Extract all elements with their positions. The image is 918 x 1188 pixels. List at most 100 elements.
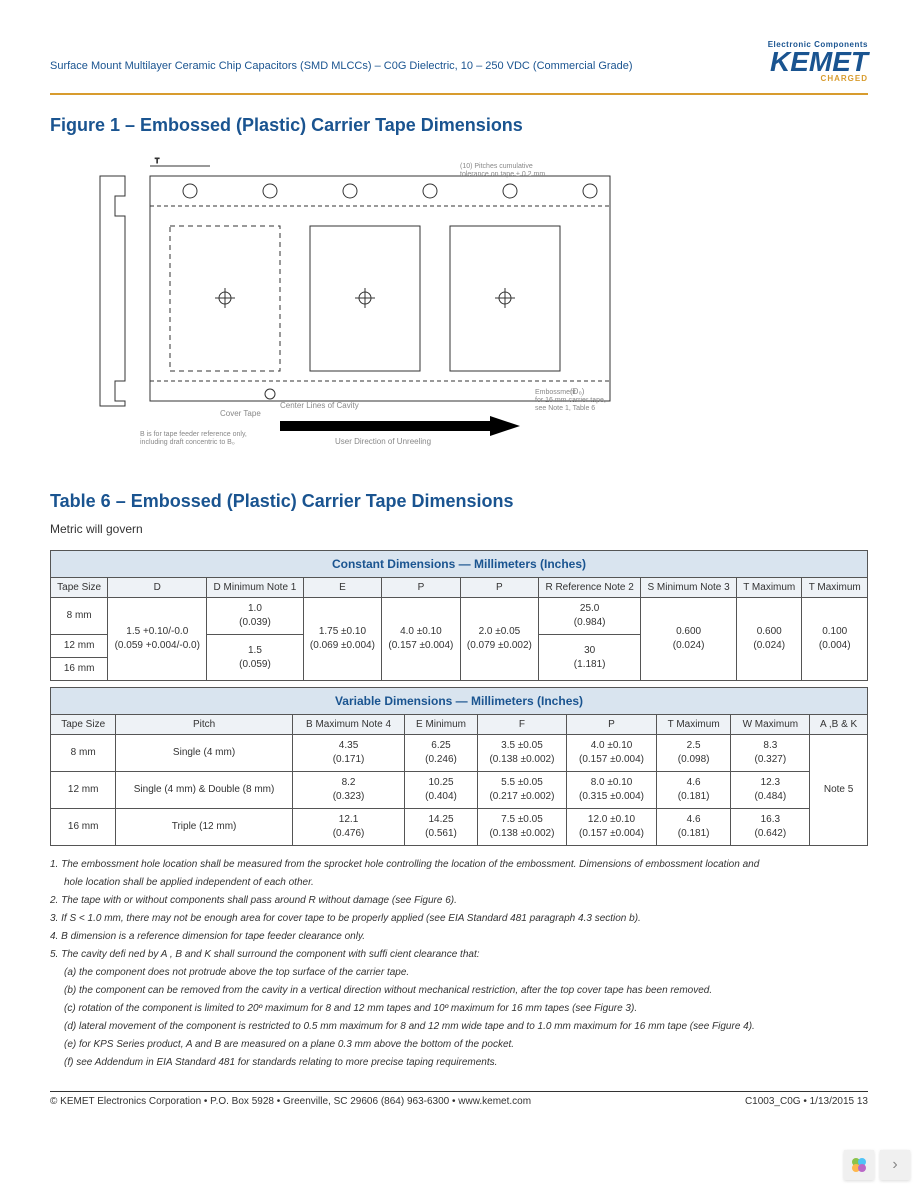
figure1-title: Figure 1 – Embossed (Plastic) Carrier Ta… — [50, 115, 868, 136]
col-head: D Minimum Note 1 — [207, 578, 303, 598]
svg-text:Cover Tape: Cover Tape — [220, 409, 261, 418]
cell: 0.600 (0.024) — [737, 598, 802, 681]
col-head: A ,B & K — [810, 715, 868, 735]
table-row: 16 mmTriple (12 mm)12.1 (0.476)14.25 (0.… — [51, 809, 868, 846]
svg-text:see Note 1, Table 6: see Note 1, Table 6 — [535, 405, 595, 412]
footnote-line: 1. The embossment hole location shall be… — [50, 856, 868, 873]
cell: 6.25 (0.246) — [405, 735, 477, 772]
page-header: Surface Mount Multilayer Ceramic Chip Ca… — [50, 40, 868, 83]
svg-text:including draft concentric to: including draft concentric to B₀ — [140, 439, 235, 446]
col-head: P — [382, 578, 460, 598]
cell: Single (4 mm) — [116, 735, 292, 772]
col-head: P — [567, 715, 657, 735]
col-head: P — [460, 578, 538, 598]
cell: 1.5 (0.059) — [207, 635, 303, 681]
svg-text:(D₀): (D₀) — [570, 387, 585, 396]
cell: 16.3 (0.642) — [731, 809, 810, 846]
cell: 3.5 ±0.05 (0.138 ±0.002) — [477, 735, 567, 772]
cell: 2.5 (0.098) — [656, 735, 731, 772]
cell: 8 mm — [51, 735, 116, 772]
doc-title: Surface Mount Multilayer Ceramic Chip Ca… — [50, 40, 633, 72]
footnotes: 1. The embossment hole location shall be… — [50, 856, 868, 1071]
cell: 25.0 (0.984) — [539, 598, 641, 635]
col-head: Pitch — [116, 715, 292, 735]
col-head: Tape Size — [51, 578, 108, 598]
cell: 16 mm — [51, 658, 108, 681]
cell: 12 mm — [51, 635, 108, 658]
footnote-line: (d) lateral movement of the component is… — [50, 1018, 868, 1035]
footnote-line: (c) rotation of the component is limited… — [50, 1000, 868, 1017]
cell: 4.6 (0.181) — [656, 772, 731, 809]
cell: 0.600 (0.024) — [641, 598, 737, 681]
cell: 1.0 (0.039) — [207, 598, 303, 635]
cell: 12.3 (0.484) — [731, 772, 810, 809]
cell: 10.25 (0.404) — [405, 772, 477, 809]
svg-text:T: T — [155, 158, 160, 165]
col-head: T Maximum — [737, 578, 802, 598]
table6-subtitle: Metric will govern — [50, 522, 868, 536]
footnote-line: 4. B dimension is a reference dimension … — [50, 928, 868, 945]
cell: Note 5 — [810, 735, 868, 846]
col-head: F — [477, 715, 567, 735]
footnote-line: 2. The tape with or without components s… — [50, 892, 868, 909]
logo: Electronic Components KEMET CHARGED — [768, 40, 868, 83]
table-row: 8 mmSingle (4 mm)4.35 (0.171)6.25 (0.246… — [51, 735, 868, 772]
footnote-line: 3. If S < 1.0 mm, there may not be enoug… — [50, 910, 868, 927]
col-head: E Minimum — [405, 715, 477, 735]
cell: 1.5 +0.10/-0.0 (0.059 +0.004/-0.0) — [108, 598, 207, 681]
cell: 4.35 (0.171) — [292, 735, 405, 772]
variable-dimensions-table: Variable Dimensions — Millimeters (Inche… — [50, 687, 868, 846]
cell: 4.0 ±0.10 (0.157 ±0.004) — [382, 598, 460, 681]
const-title: Constant Dimensions — Millimeters (Inche… — [51, 551, 868, 578]
footer-right: C1003_C0G • 1/13/2015 13 — [745, 1096, 868, 1107]
col-head: R Reference Note 2 — [539, 578, 641, 598]
constant-dimensions-table: Constant Dimensions — Millimeters (Inche… — [50, 550, 868, 681]
footnote-line: hole location shall be applied independe… — [50, 874, 868, 891]
cell: Single (4 mm) & Double (8 mm) — [116, 772, 292, 809]
cell: Triple (12 mm) — [116, 809, 292, 846]
cell: 8 mm — [51, 598, 108, 635]
svg-text:for 16 mm carrier tape,: for 16 mm carrier tape, — [535, 397, 606, 404]
svg-text:(10) Pitches cumulative: (10) Pitches cumulative — [460, 163, 533, 170]
cell: 4.6 (0.181) — [656, 809, 731, 846]
page-footer: © KEMET Electronics Corporation • P.O. B… — [50, 1091, 868, 1107]
footnote-line: (f) see Addendum in EIA Standard 481 for… — [50, 1054, 868, 1071]
svg-text:Center Lines of Cavity: Center Lines of Cavity — [280, 401, 359, 410]
svg-text:B is for tape feeder referen: B is for tape feeder reference only, — [140, 431, 247, 438]
cell: 1.75 ±0.10 (0.069 ±0.004) — [303, 598, 381, 681]
cell: 4.0 ±0.10 (0.157 ±0.004) — [567, 735, 657, 772]
footnote-line: 5. The cavity defi ned by A , B and K sh… — [50, 946, 868, 963]
svg-text:tolerance on tape ± 0.2 mm: tolerance on tape ± 0.2 mm — [460, 171, 545, 178]
next-page-button[interactable]: › — [880, 1150, 910, 1180]
cell: 2.0 ±0.05 (0.079 ±0.002) — [460, 598, 538, 681]
cell: 12.0 ±0.10 (0.157 ±0.004) — [567, 809, 657, 846]
footnote-line: (b) the component can be removed from th… — [50, 982, 868, 999]
col-head: W Maximum — [731, 715, 810, 735]
cell: 8.0 ±0.10 (0.315 ±0.004) — [567, 772, 657, 809]
col-head: E — [303, 578, 381, 598]
col-head: D — [108, 578, 207, 598]
footnote-line: (e) for KPS Series product, A and B are … — [50, 1036, 868, 1053]
cell: 16 mm — [51, 809, 116, 846]
var-title: Variable Dimensions — Millimeters (Inche… — [51, 688, 868, 715]
cell: 7.5 ±0.05 (0.138 ±0.002) — [477, 809, 567, 846]
cell: 8.2 (0.323) — [292, 772, 405, 809]
cell: 5.5 ±0.05 (0.217 ±0.002) — [477, 772, 567, 809]
corner-nav: › — [844, 1150, 910, 1180]
cell: 0.100 (0.004) — [802, 598, 868, 681]
cell: 12.1 (0.476) — [292, 809, 405, 846]
col-head: Tape Size — [51, 715, 116, 735]
table6-title: Table 6 – Embossed (Plastic) Carrier Tap… — [50, 491, 868, 512]
figure1-diagram: T User Direction of Unreeling Cover Tape… — [80, 146, 868, 451]
footer-left: © KEMET Electronics Corporation • P.O. B… — [50, 1096, 531, 1107]
col-head: T Maximum — [802, 578, 868, 598]
cell: 30 (1.181) — [539, 635, 641, 681]
table-row: 8 mm 1.5 +0.10/-0.0 (0.059 +0.004/-0.0) … — [51, 598, 868, 635]
flower-icon[interactable] — [844, 1150, 874, 1180]
cell: 8.3 (0.327) — [731, 735, 810, 772]
chevron-right-icon: › — [892, 1156, 897, 1174]
col-head: B Maximum Note 4 — [292, 715, 405, 735]
cell: 12 mm — [51, 772, 116, 809]
arrow-label: User Direction of Unreeling — [335, 437, 431, 446]
col-head: S Minimum Note 3 — [641, 578, 737, 598]
